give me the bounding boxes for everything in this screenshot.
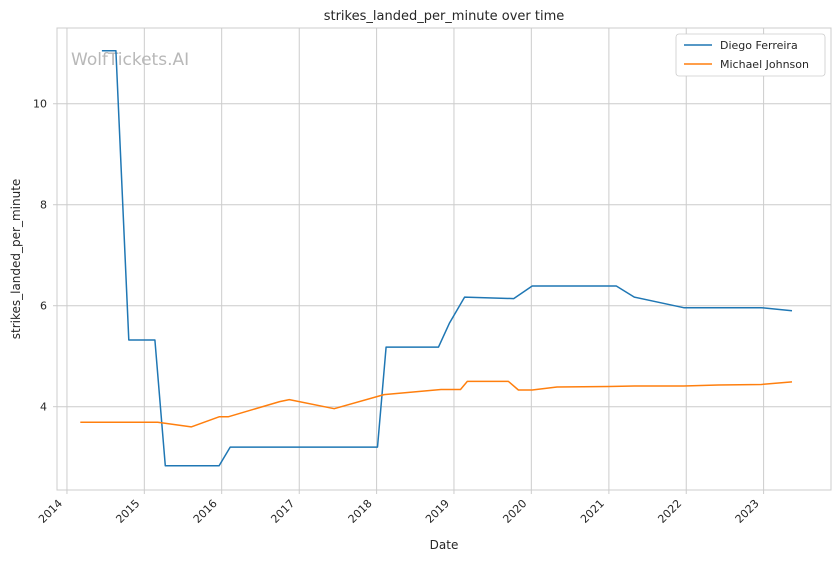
x-tick-label-2016: 2016 [191,497,220,526]
x-tick-label-2017: 2017 [268,497,297,526]
y-tick-labels: 4 6 8 10 [33,98,57,414]
grid [57,28,831,490]
x-tick-label-2015: 2015 [113,497,142,526]
x-tick-label-2022: 2022 [655,497,684,526]
plot-frame [56,27,832,491]
y-tick-label-10: 10 [33,98,47,111]
legend-label-diego-ferreira: Diego Ferreira [720,39,798,52]
x-tick-label-2014: 2014 [36,497,65,526]
x-tick-label-2019: 2019 [423,497,452,526]
plot-area [57,28,831,490]
watermark: WolfTickets.AI [71,50,189,70]
x-tick-label-2020: 2020 [500,497,529,526]
series-lines [80,49,793,467]
x-tick-labels: 2014 2015 2016 2017 2018 2019 2020 2021 2022 2023 [36,490,765,526]
y-tick-label-6: 6 [40,300,47,313]
y-tick-label-8: 8 [40,199,47,212]
x-axis-label: Date [430,538,459,552]
chart-title: strikes_landed_per_minute over time [324,9,565,24]
x-tick-label-2023: 2023 [733,497,762,526]
legend-box [675,33,826,77]
legend-label-michael-johnson: Michael Johnson [720,58,809,71]
y-tick-label-4: 4 [40,401,47,414]
legend: Diego Ferreira Michael Johnson [675,33,826,77]
series-line-diego-ferreira [101,49,793,467]
x-tick-label-2018: 2018 [346,497,375,526]
y-axis-label: strikes_landed_per_minute [9,179,23,340]
x-tick-label-2021: 2021 [578,497,607,526]
series-line-michael-johnson [80,380,793,428]
